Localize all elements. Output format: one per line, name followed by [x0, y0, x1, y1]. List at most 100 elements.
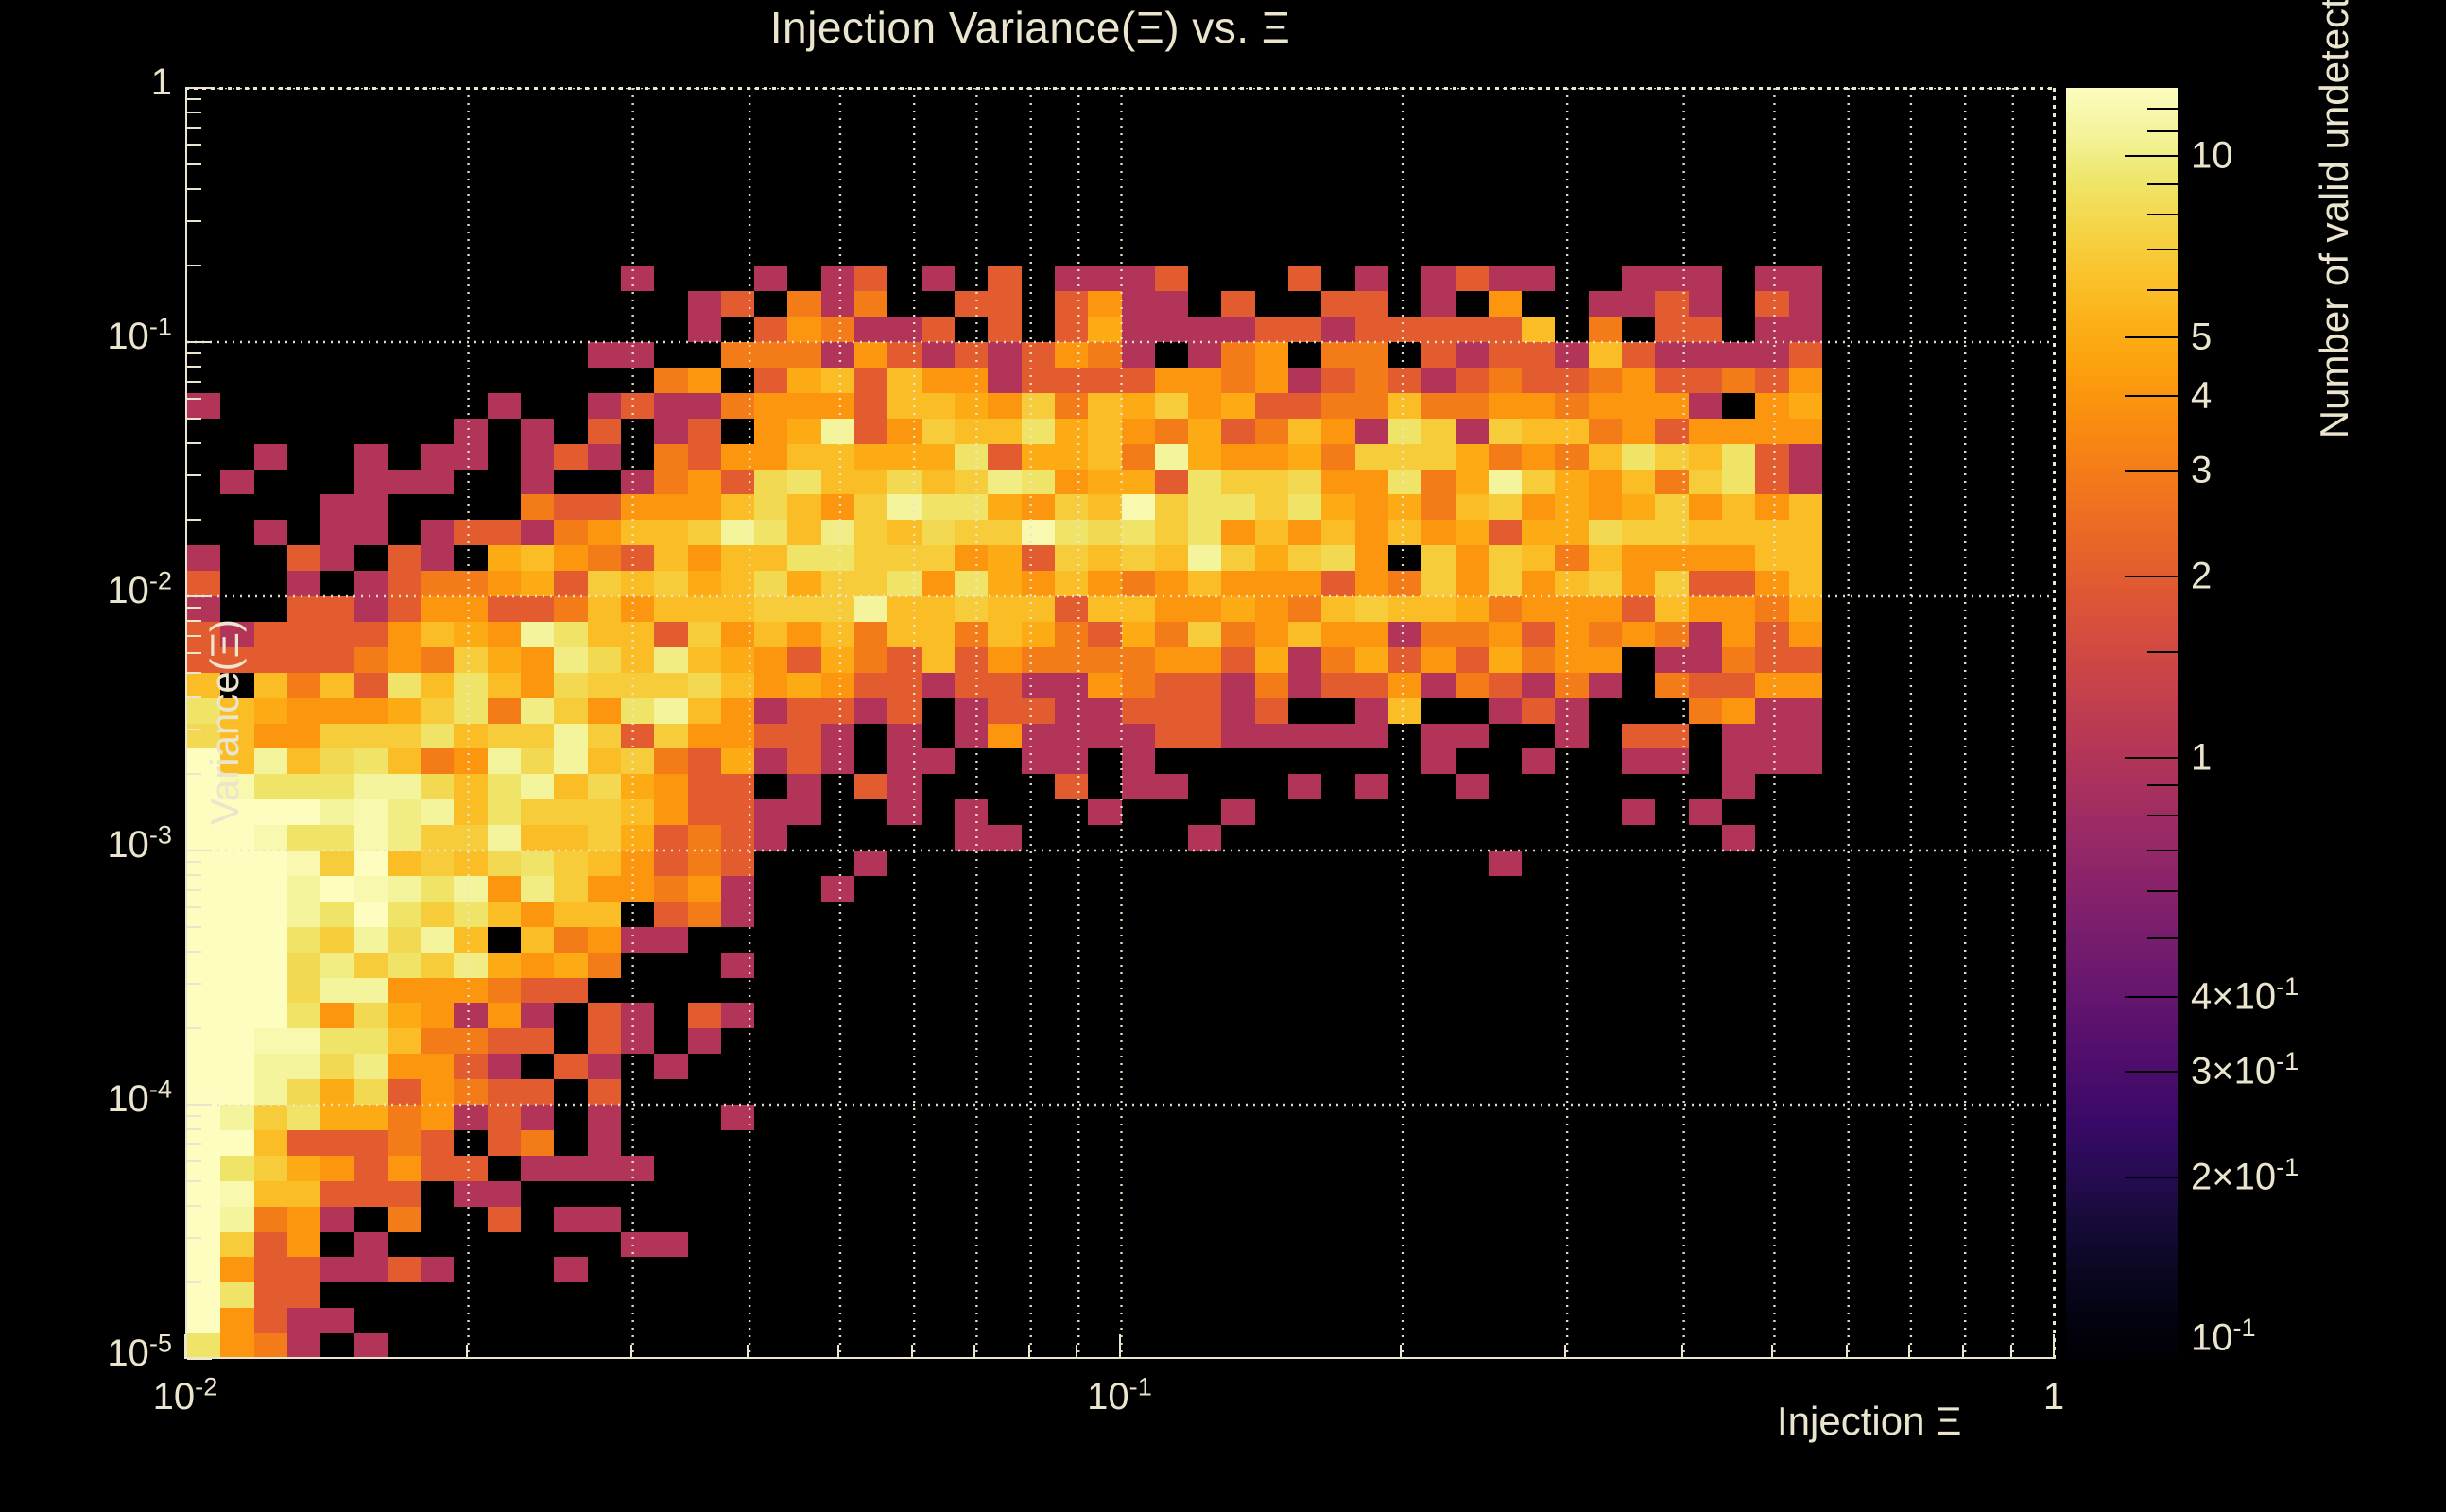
- y-axis-minor-tick: [187, 1115, 201, 1118]
- y-axis-minor-tick: [187, 417, 201, 420]
- y-axis-major-tick: [187, 1358, 212, 1360]
- y-axis-minor-tick: [187, 397, 201, 400]
- y-axis-minor-tick: [187, 620, 201, 623]
- colorbar-minor-tick: [2147, 650, 2178, 653]
- x-axis-minor-tick: [1845, 1345, 1848, 1359]
- y-axis-major-tick: [187, 1104, 212, 1106]
- x-axis-minor-tick: [1680, 1345, 1683, 1359]
- y-axis-minor-tick: [187, 163, 201, 165]
- frame-right-rule: [2053, 88, 2056, 1361]
- colorbar-minor-tick: [2147, 783, 2178, 786]
- colorbar-major-tick: [2125, 1177, 2178, 1179]
- x-axis-major-tick: [1118, 1334, 1121, 1359]
- x-axis-minor-tick: [2009, 1345, 2012, 1359]
- x-axis-minor-tick: [1962, 1345, 1965, 1359]
- y-axis-minor-tick: [187, 773, 201, 776]
- x-axis-tick-label: 10-1: [1087, 1371, 1152, 1418]
- x-axis-tick-label: 10-2: [152, 1371, 218, 1418]
- y-axis-minor-tick: [187, 671, 201, 674]
- y-axis-minor-tick: [187, 888, 201, 891]
- x-axis-major-tick: [184, 1334, 186, 1359]
- x-axis-major-tick: [2053, 1334, 2055, 1359]
- colorbar-tick-label: 4×10-1: [2191, 971, 2300, 1018]
- x-axis-minor-tick: [1076, 1345, 1078, 1359]
- x-axis-minor-tick: [973, 1345, 976, 1359]
- colorbar-gradient: [2066, 88, 2178, 1359]
- colorbar-major-tick: [2125, 576, 2178, 578]
- heatmap-bins: [187, 88, 2054, 1357]
- y-axis-minor-tick: [187, 634, 201, 637]
- x-axis-minor-tick: [1564, 1345, 1567, 1359]
- y-axis-minor-tick: [187, 519, 201, 522]
- y-axis-minor-tick: [187, 1205, 201, 1208]
- y-axis-tick-label: 1: [150, 61, 172, 103]
- x-axis-minor-tick: [911, 1345, 914, 1359]
- x-axis-minor-tick: [1771, 1345, 1774, 1359]
- x-axis-tick-label: 1: [2042, 1376, 2065, 1418]
- y-axis-major-tick: [187, 87, 212, 89]
- colorbar-major-tick: [2125, 1358, 2178, 1360]
- colorbar-major-tick: [2125, 155, 2178, 158]
- y-axis-tick-label: 10-2: [107, 565, 172, 611]
- frame-top-rule: [185, 87, 2056, 90]
- y-axis-minor-tick: [187, 951, 201, 954]
- x-axis-minor-tick: [1027, 1345, 1030, 1359]
- colorbar-tick-label: 2×10-1: [2191, 1152, 2300, 1198]
- page-title: Injection Variance(Ξ) vs. Ξ: [769, 3, 1291, 52]
- y-axis-major-tick: [187, 595, 212, 597]
- colorbar-minor-tick: [2147, 108, 2178, 111]
- colorbar-tick-label: 10-1: [2191, 1313, 2256, 1359]
- y-axis-minor-tick: [187, 188, 201, 191]
- y-axis-minor-tick: [187, 473, 201, 476]
- x-axis-minor-tick: [465, 1345, 468, 1359]
- y-axis-minor-tick: [187, 1143, 201, 1145]
- x-axis-minor-tick: [836, 1345, 839, 1359]
- colorbar-minor-tick: [2147, 937, 2178, 940]
- colorbar: [2066, 88, 2178, 1360]
- y-axis-minor-tick: [187, 651, 201, 654]
- y-axis-minor-tick: [187, 126, 201, 129]
- x-axis-title: Injection Ξ: [1777, 1399, 1962, 1443]
- y-axis-minor-tick: [187, 1236, 201, 1239]
- y-axis-tick-label: 10-5: [107, 1328, 172, 1374]
- colorbar-minor-tick: [2147, 815, 2178, 817]
- x-axis-minor-tick: [629, 1345, 632, 1359]
- y-axis-tick-label: 10-3: [107, 819, 172, 866]
- colorbar-title: Number of valid undetected injections: [2312, 0, 2356, 439]
- y-axis-minor-tick: [187, 1160, 201, 1162]
- colorbar-tick-label: 2: [2191, 555, 2213, 597]
- y-axis-minor-tick: [187, 982, 201, 985]
- colorbar-tick-label: 3×10-1: [2191, 1046, 2300, 1092]
- colorbar-major-tick: [2125, 1071, 2178, 1074]
- x-axis-ticks: [184, 1334, 2055, 1359]
- y-axis-minor-tick: [187, 861, 201, 864]
- colorbar-minor-tick: [2147, 249, 2178, 251]
- y-axis-tick-label: 10-1: [107, 311, 172, 357]
- y-axis-minor-tick: [187, 112, 201, 114]
- colorbar-minor-tick: [2147, 182, 2178, 185]
- x-axis-minor-tick: [747, 1345, 749, 1359]
- colorbar-gradient-canvas: [2066, 88, 2178, 1359]
- colorbar-minor-tick: [2147, 889, 2178, 892]
- y-axis-minor-tick: [187, 265, 201, 267]
- colorbar-major-tick: [2125, 470, 2178, 472]
- y-axis-minor-tick: [187, 442, 201, 445]
- colorbar-tick-label: 4: [2191, 374, 2213, 417]
- y-axis-title: Variance(Ξ): [202, 619, 247, 825]
- colorbar-major-tick: [2125, 995, 2178, 998]
- colorbar-tick-label: 5: [2191, 316, 2213, 358]
- y-axis-minor-tick: [187, 925, 201, 928]
- heatmap-canvas-container: [187, 88, 2054, 1357]
- colorbar-major-tick: [2125, 336, 2178, 339]
- colorbar-minor-tick: [2147, 130, 2178, 133]
- y-axis-minor-tick: [187, 728, 201, 730]
- colorbar-tick-label: 10: [2191, 134, 2233, 177]
- colorbar-tick-label: 1: [2191, 736, 2213, 779]
- colorbar-minor-tick: [2147, 850, 2178, 852]
- y-axis-minor-tick: [187, 380, 201, 383]
- plot-area: [185, 88, 2054, 1359]
- y-axis-minor-tick: [187, 352, 201, 355]
- y-axis-minor-tick: [187, 607, 201, 610]
- colorbar-major-tick: [2125, 394, 2178, 397]
